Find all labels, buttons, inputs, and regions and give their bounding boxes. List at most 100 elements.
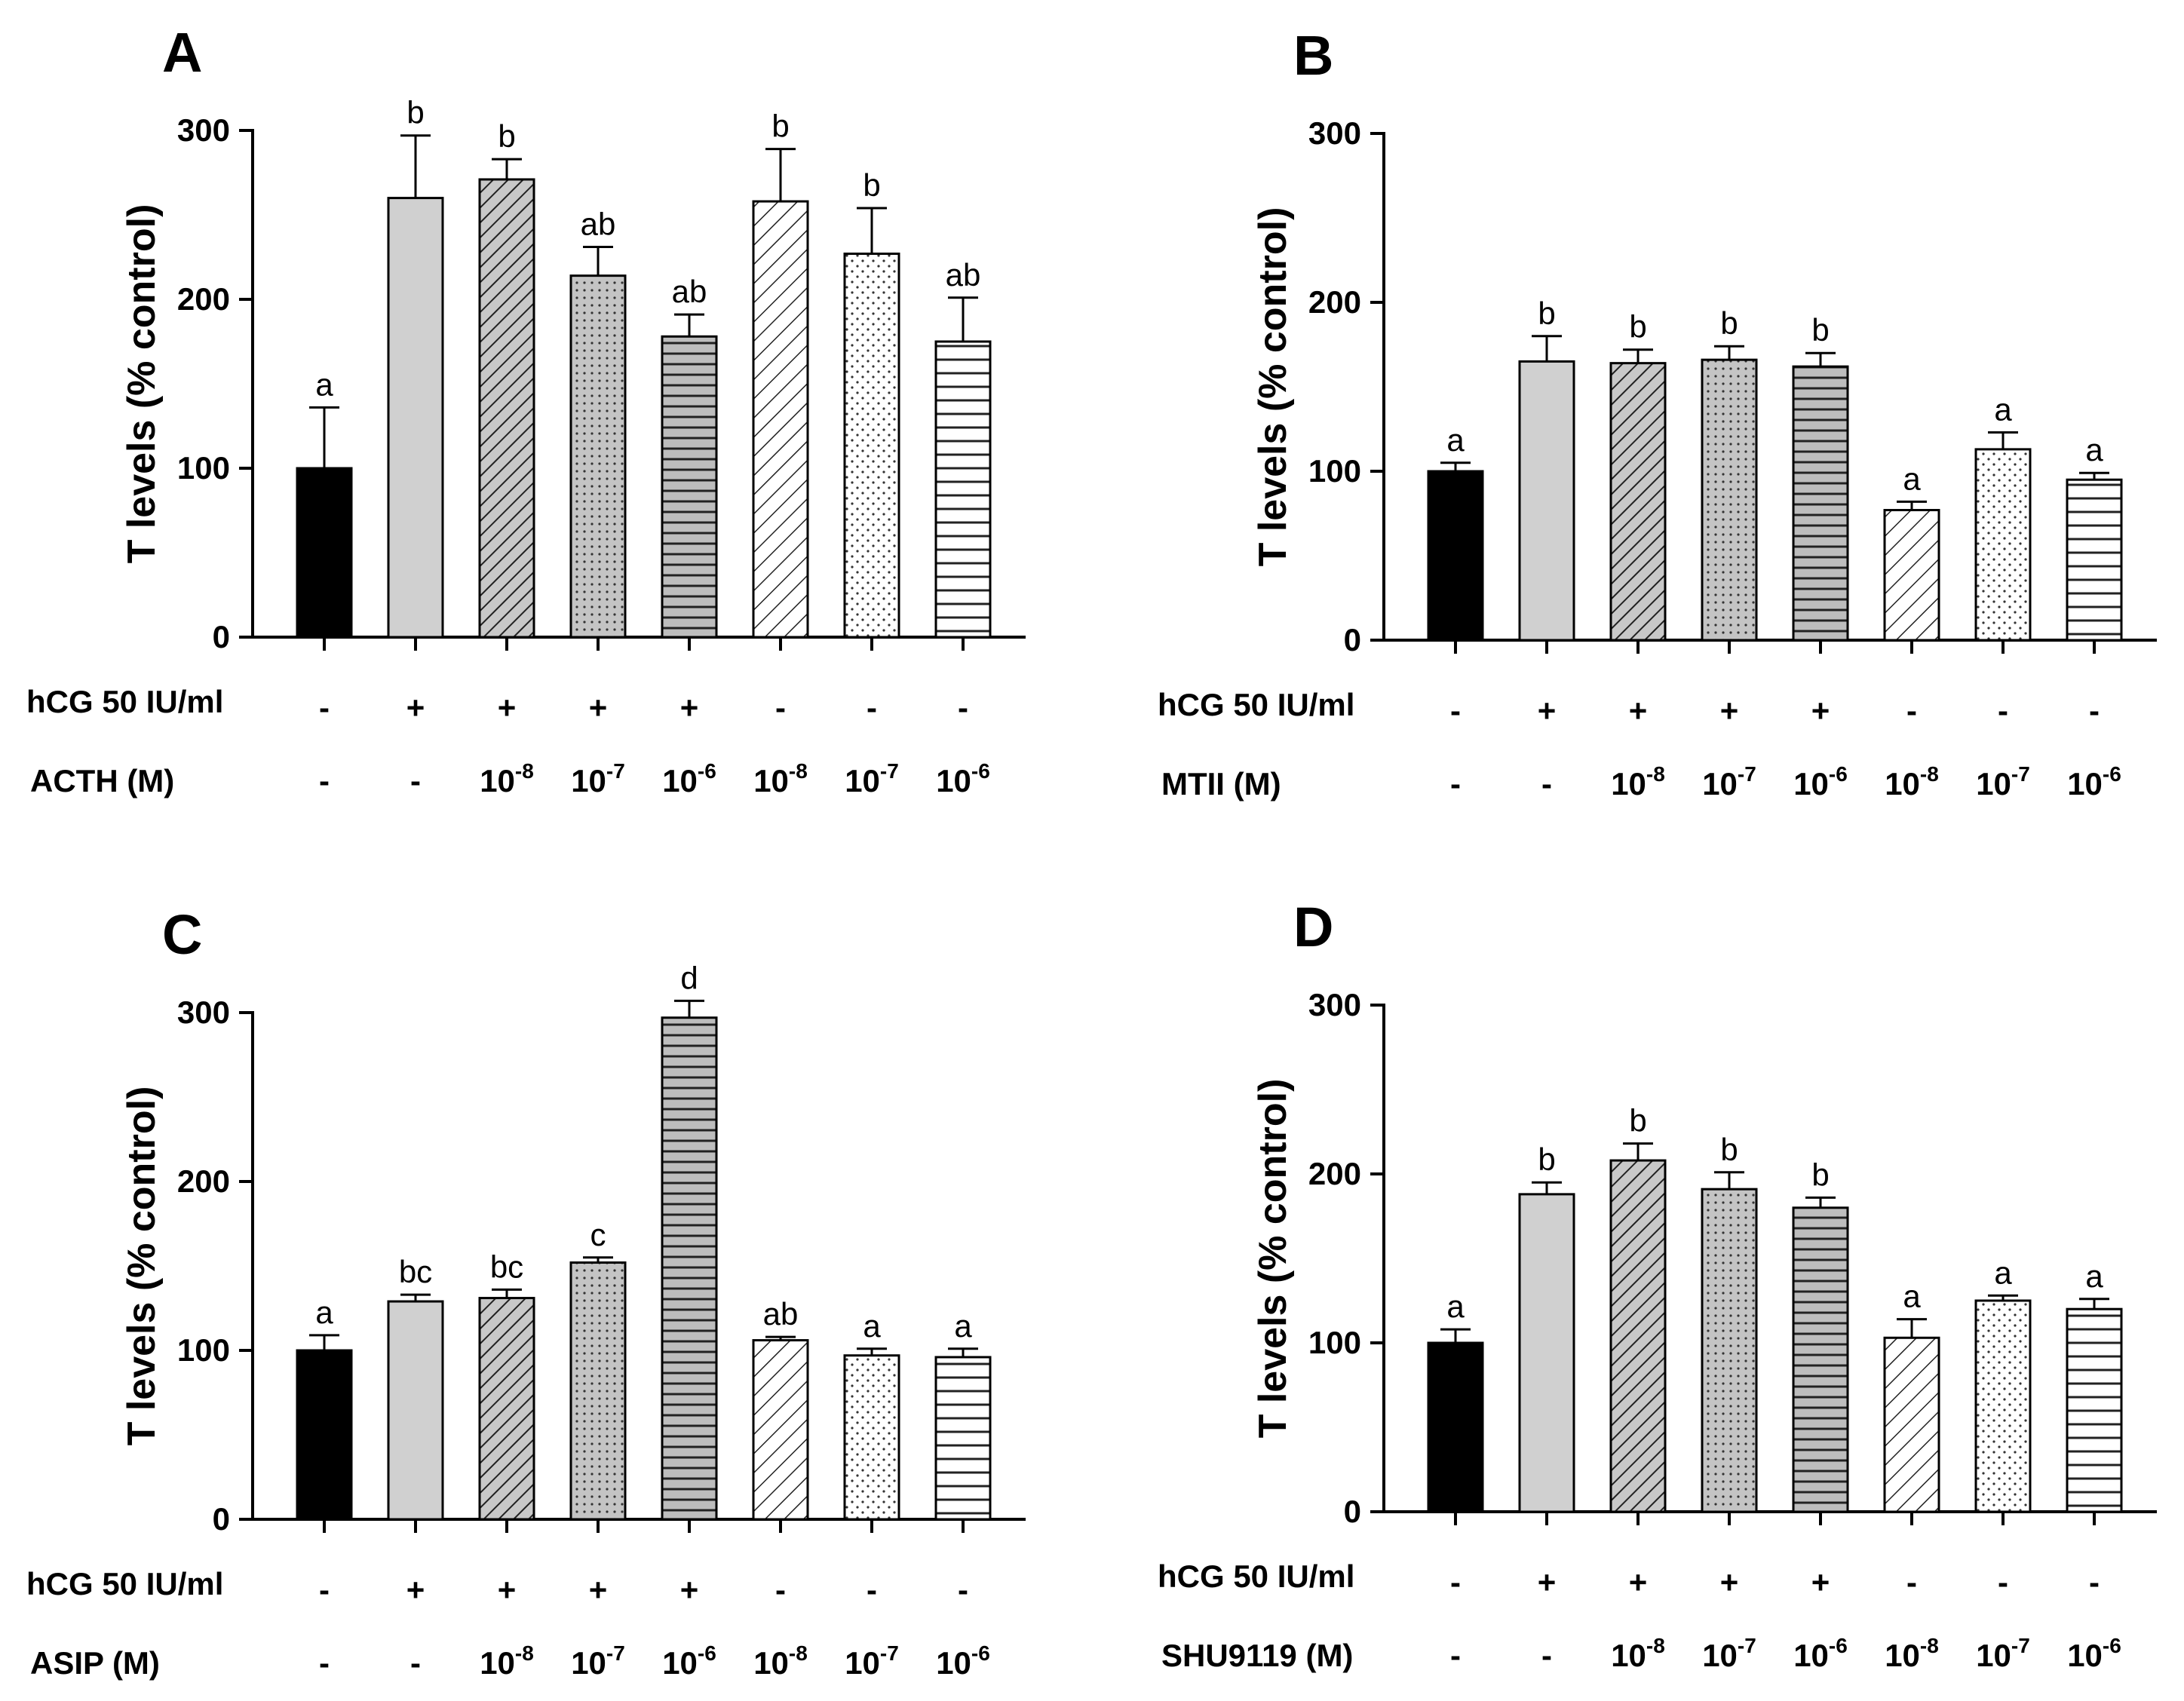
hcg-value: - [1998, 1565, 2008, 1600]
significance-letter: a [1446, 1289, 1465, 1324]
y-tick-label: 100 [177, 1332, 230, 1368]
bar [934, 340, 992, 639]
bar [2066, 478, 2123, 642]
concentration-value: 10-7 [845, 759, 899, 798]
bar [1427, 1341, 1484, 1513]
significance-letter: b [863, 167, 880, 203]
hcg-value: + [406, 1572, 425, 1608]
significance-letter: b [1811, 312, 1829, 348]
panel-letter: A [162, 21, 202, 84]
bar [387, 1300, 444, 1521]
concentration-value: 10-6 [936, 1641, 990, 1681]
y-tick-label: 200 [177, 281, 230, 317]
significance-letter: b [1629, 309, 1646, 345]
significance-letter: a [954, 1308, 972, 1344]
significance-letter: bc [490, 1249, 523, 1284]
significance-letter: ab [946, 257, 981, 293]
hcg-value: - [867, 1572, 877, 1608]
hcg-value: + [1720, 1565, 1739, 1600]
hcg-value: + [1720, 693, 1739, 728]
hcg-value: + [1629, 1565, 1648, 1600]
hcg-value: - [1906, 1565, 1917, 1600]
bar [478, 178, 535, 639]
significance-letter: a [2085, 1258, 2103, 1294]
bar [1883, 1336, 1940, 1513]
significance-letter: a [1994, 391, 2012, 427]
hcg-value: - [775, 690, 786, 725]
bar [569, 1261, 627, 1521]
hcg-value: + [498, 690, 517, 725]
bar [1792, 365, 1849, 642]
hcg-value: + [1629, 693, 1648, 728]
hcg-value: - [1906, 693, 1917, 728]
significance-letter: b [1720, 1132, 1738, 1167]
y-axis-label: T levels (% control) [120, 204, 164, 564]
concentration-value: 10-6 [1793, 1634, 1848, 1673]
significance-letter: b [1720, 305, 1738, 341]
y-axis-label: T levels (% control) [120, 1086, 164, 1446]
significance-letter: a [863, 1308, 881, 1344]
y-axis-label: T levels (% control) [1251, 207, 1295, 567]
concentration-value: - [1450, 1638, 1461, 1673]
agent-row-label: ASIP (M) [30, 1645, 160, 1681]
hcg-value: - [2089, 1565, 2100, 1600]
panel-letter: D [1293, 896, 1333, 958]
concentration-value: - [1450, 766, 1461, 801]
y-tick-label: 100 [1308, 453, 1361, 489]
concentration-value: - [1541, 766, 1552, 801]
significance-letter: b [498, 118, 515, 154]
concentration-value: 10-7 [571, 759, 625, 798]
hcg-value: + [498, 1572, 517, 1608]
hcg-value: + [406, 690, 425, 725]
y-tick-label: 0 [1344, 622, 1361, 657]
concentration-value: - [410, 1645, 421, 1681]
bar [387, 197, 444, 639]
bar [1883, 509, 1940, 642]
concentration-value: 10-7 [571, 1641, 625, 1681]
hcg-value: + [1811, 693, 1830, 728]
concentration-value: 10-6 [662, 759, 716, 798]
concentration-value: - [410, 763, 421, 798]
y-tick-label: 300 [1308, 987, 1361, 1022]
bar [1974, 1299, 2032, 1513]
hcg-value: - [1998, 693, 2008, 728]
hcg-value: - [2089, 693, 2100, 728]
hcg-value: - [1450, 693, 1461, 728]
agent-row-label: MTII (M) [1161, 766, 1281, 801]
concentration-value: 10-7 [1976, 1634, 2030, 1673]
significance-letter: a [1446, 422, 1465, 458]
hcg-value: - [958, 690, 968, 725]
bar [752, 200, 809, 639]
y-tick-label: 300 [1308, 115, 1361, 151]
y-tick-label: 100 [1308, 1325, 1361, 1360]
y-tick-label: 0 [1344, 1494, 1361, 1529]
y-tick-label: 200 [177, 1163, 230, 1199]
hcg-row-label: hCG 50 IU/ml [1158, 1558, 1354, 1594]
concentration-value: 10-6 [662, 1641, 716, 1681]
concentration-value: 10-7 [1702, 1634, 1756, 1673]
agent-row-label: SHU9119 (M) [1161, 1638, 1353, 1673]
significance-letter: b [771, 109, 789, 144]
panel-c: C T levels (% control) 0 100 200 300 a - - bc + - bc… [26, 903, 1026, 1681]
bar [296, 1349, 353, 1521]
agent-row-label: ACTH (M) [30, 763, 174, 798]
significance-letter: a [315, 1295, 333, 1330]
bar [752, 1339, 809, 1521]
significance-letter: a [1903, 461, 1921, 496]
significance-letter: ab [581, 207, 616, 242]
panel-letter: C [162, 903, 202, 966]
significance-letter: bc [399, 1254, 432, 1289]
bar [1518, 1193, 1575, 1513]
hcg-value: - [867, 690, 877, 725]
y-tick-label: 200 [1308, 1156, 1361, 1191]
concentration-value: 10-8 [1885, 1634, 1939, 1673]
significance-letter: b [1538, 296, 1555, 331]
concentration-value: 10-6 [936, 759, 990, 798]
hcg-value: - [958, 1572, 968, 1608]
hcg-value: + [589, 690, 608, 725]
concentration-value: 10-7 [845, 1641, 899, 1681]
bar [1427, 470, 1484, 642]
significance-letter: b [1629, 1103, 1646, 1139]
bar [1974, 448, 2032, 642]
